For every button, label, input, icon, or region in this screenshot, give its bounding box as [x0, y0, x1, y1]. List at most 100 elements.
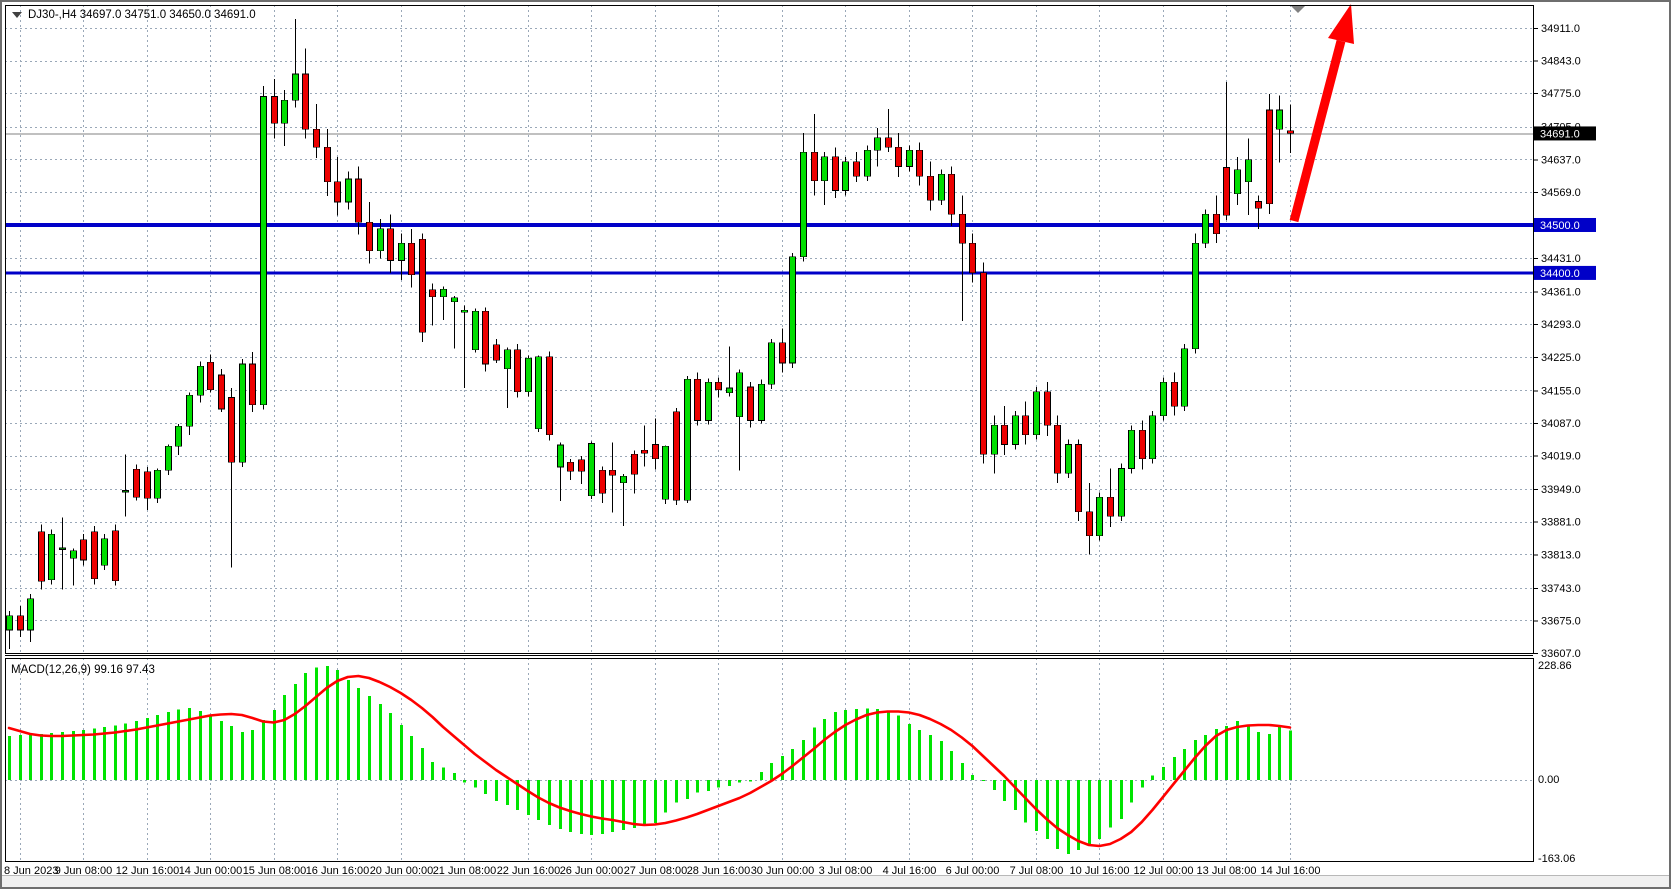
bear-candle — [1107, 496, 1114, 517]
bear-candle — [1086, 511, 1093, 536]
macd-histogram-bar — [61, 732, 64, 780]
macd-histogram-bar — [1109, 780, 1112, 828]
macd-histogram-bar — [908, 724, 911, 780]
price-axis[interactable]: 34911.034843.034775.034705.034637.034569… — [1533, 23, 1596, 660]
macd-histogram-bar — [379, 704, 382, 780]
macd-histogram-bar — [643, 780, 646, 826]
macd-histogram-bar — [802, 740, 805, 780]
macd-histogram-bar — [29, 734, 32, 780]
symbol-dropdown-icon[interactable] — [12, 12, 22, 18]
bull-candle — [48, 533, 55, 580]
bear-candle — [1075, 444, 1082, 512]
macd-layer — [8, 666, 1292, 854]
trend-arrow-shaft[interactable] — [1289, 39, 1346, 223]
macd-histogram-bar — [918, 730, 921, 780]
bull-candle — [789, 256, 796, 364]
macd-histogram-bar — [103, 727, 106, 780]
macd-histogram-bar — [40, 734, 43, 780]
bull-candle — [59, 547, 66, 550]
time-axis-label: 20 Jun 00:00 — [370, 865, 434, 876]
bull-candle — [101, 538, 108, 566]
bear-candle — [747, 386, 754, 421]
horizontal-lines-layer[interactable] — [5, 222, 1533, 275]
bull-candle — [1033, 391, 1040, 436]
bear-candle — [1213, 214, 1220, 234]
annotation-arrow-layer[interactable] — [1289, 4, 1354, 223]
bull-candle — [991, 425, 998, 455]
bear-candle — [207, 361, 214, 391]
macd-histogram-bar — [717, 780, 720, 788]
bull-candle — [1149, 415, 1156, 460]
bear-candle — [895, 147, 902, 167]
bear-candle — [1022, 415, 1029, 436]
macd-histogram-bar — [167, 712, 170, 780]
price-axis-label: 33675.0 — [1541, 615, 1581, 627]
macd-histogram-bar — [241, 732, 244, 780]
bear-candle — [1266, 109, 1273, 205]
bull-candle — [186, 394, 193, 427]
macd-histogram-bar — [1024, 780, 1027, 823]
bull-candle — [726, 387, 733, 394]
trend-arrow-head[interactable] — [1328, 4, 1354, 44]
macd-histogram-bar — [357, 688, 360, 780]
macd-histogram-bar — [1151, 775, 1154, 780]
bull-candle — [821, 156, 828, 182]
macd-histogram-bar — [1268, 734, 1271, 780]
macd-histogram-bar — [400, 725, 403, 780]
bear-candle — [408, 242, 415, 276]
bull-candle — [1192, 242, 1199, 349]
macd-histogram-bar — [971, 775, 974, 780]
macd-indicator-label: MACD(12,26,9) 99.16 97.43 — [11, 664, 155, 676]
macd-histogram-bar — [749, 780, 752, 782]
macd-axis[interactable]: 228.86 0.00 -163.06 — [1538, 660, 1575, 865]
time-axis-label: 10 Jul 16:00 — [1070, 865, 1130, 876]
bear-candle — [1054, 425, 1061, 474]
bear-candle — [546, 356, 553, 436]
bear-candle — [948, 173, 955, 215]
bull-candle — [684, 379, 691, 501]
macd-histogram-bar — [1278, 727, 1281, 780]
bear-candle — [694, 379, 701, 421]
macd-histogram-bar — [1183, 749, 1186, 780]
time-axis-label: 30 Jun 00:00 — [751, 865, 815, 876]
macd-histogram-bar — [1204, 735, 1207, 780]
macd-histogram-bar — [813, 727, 816, 780]
macd-histogram-bar — [993, 780, 996, 790]
bull-candle — [1245, 159, 1252, 183]
macd-histogram-bar — [1141, 780, 1144, 788]
macd-histogram-bar — [823, 719, 826, 780]
macd-histogram-bar — [876, 709, 879, 780]
macd-histogram-bar — [1247, 726, 1250, 780]
bear-candle — [1139, 429, 1146, 460]
bull-candle — [842, 161, 849, 191]
bull-candle — [557, 444, 564, 468]
window-bottom-strip — [2, 875, 1669, 887]
macd-histogram-bar — [146, 718, 149, 780]
macd-histogram-bar — [654, 780, 657, 823]
macd-histogram-bar — [1120, 780, 1123, 819]
macd-histogram-bar — [453, 773, 456, 780]
macd-histogram-bar — [93, 728, 96, 780]
price-axis-label: 34361.0 — [1541, 287, 1581, 299]
bear-candle — [1223, 167, 1230, 216]
bear-candle — [885, 137, 892, 148]
bull-candle — [398, 242, 405, 261]
bull-candle — [874, 137, 881, 151]
macd-histogram-bar — [82, 730, 85, 780]
bull-candle — [292, 73, 299, 101]
macd-histogram-bar — [664, 780, 667, 813]
scroll-to-end-marker-icon[interactable] — [1291, 6, 1305, 13]
macd-histogram-bar — [326, 666, 329, 780]
macd-histogram-bar — [1173, 757, 1176, 780]
macd-histogram-bar — [1257, 732, 1260, 780]
price-axis-label: 34293.0 — [1541, 319, 1581, 331]
bull-candle — [938, 173, 945, 201]
macd-histogram-bar — [262, 720, 265, 780]
macd-histogram-bar — [368, 696, 371, 780]
price-axis-label: 34911.0 — [1541, 23, 1580, 35]
bull-candle — [451, 297, 458, 302]
bull-candle — [70, 550, 77, 559]
time-axis-label: 27 Jun 08:00 — [624, 865, 688, 876]
